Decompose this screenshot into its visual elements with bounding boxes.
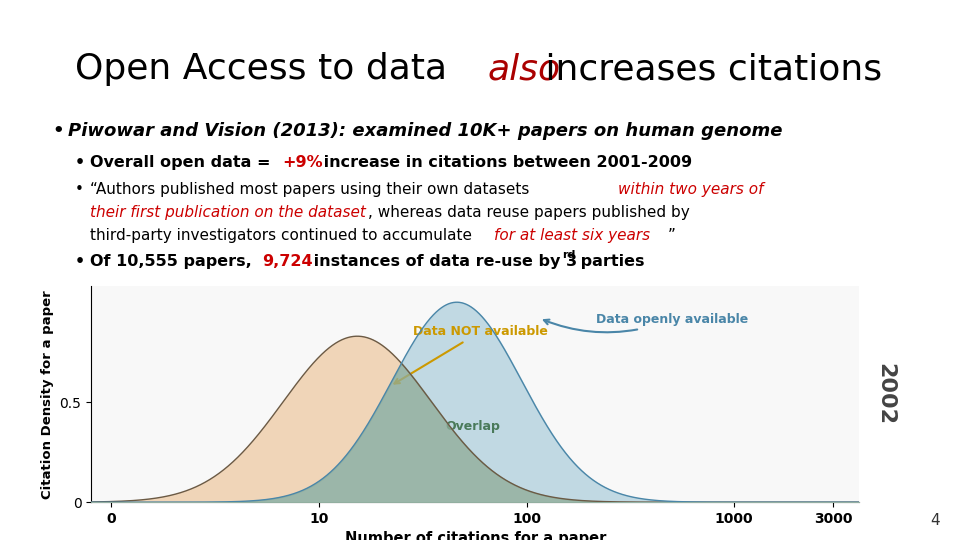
Text: •: • — [75, 155, 85, 170]
Text: Open Access to data: Open Access to data — [75, 52, 459, 86]
Text: ”: ” — [668, 228, 676, 243]
Text: third-party investigators continued to accumulate: third-party investigators continued to a… — [90, 228, 477, 243]
Text: within two years of: within two years of — [618, 182, 763, 197]
Text: Overall open data =: Overall open data = — [90, 155, 276, 170]
X-axis label: Number of citations for a paper: Number of citations for a paper — [345, 531, 606, 540]
Text: +9%: +9% — [282, 155, 323, 170]
Text: •: • — [75, 182, 84, 197]
Text: Piwowar and Vision (2013): examined 10K+ papers on human genome: Piwowar and Vision (2013): examined 10K+… — [68, 122, 782, 140]
Text: 9,724: 9,724 — [262, 254, 313, 269]
Text: Overlap: Overlap — [445, 420, 500, 433]
Text: parties: parties — [575, 254, 644, 269]
Text: Data openly available: Data openly available — [544, 313, 748, 332]
Text: Of 10,555 papers,: Of 10,555 papers, — [90, 254, 257, 269]
Y-axis label: Citation Density for a paper: Citation Density for a paper — [41, 290, 54, 498]
Text: also: also — [488, 52, 562, 86]
Text: rd: rd — [562, 250, 575, 260]
Text: Data NOT available: Data NOT available — [395, 325, 548, 383]
Text: , whereas data reuse papers published by: , whereas data reuse papers published by — [368, 205, 689, 220]
Text: •: • — [75, 254, 85, 269]
Text: “Authors published most papers using their own datasets: “Authors published most papers using the… — [90, 182, 535, 197]
Text: 2002: 2002 — [876, 363, 896, 425]
Text: instances of data re-use by 3: instances of data re-use by 3 — [308, 254, 577, 269]
Text: their first publication on the dataset: their first publication on the dataset — [90, 205, 366, 220]
Text: 4: 4 — [930, 513, 940, 528]
Text: increase in citations between 2001-2009: increase in citations between 2001-2009 — [318, 155, 692, 170]
Text: increases citations: increases citations — [534, 52, 882, 86]
Text: for at least six years: for at least six years — [494, 228, 650, 243]
Text: •: • — [52, 122, 63, 140]
